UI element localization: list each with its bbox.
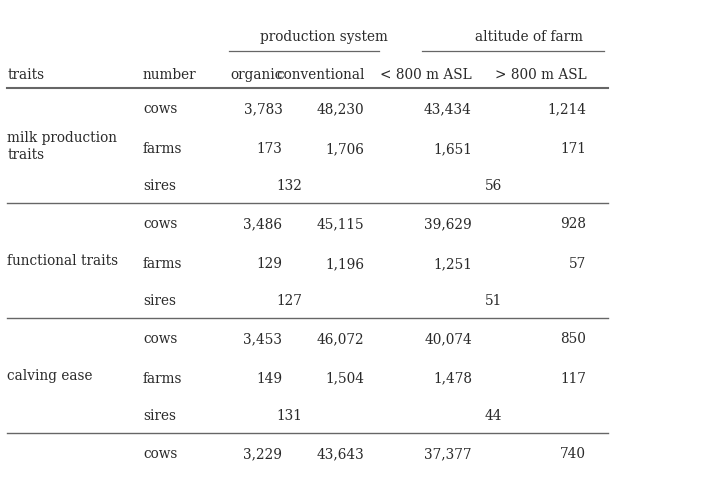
Text: conventional: conventional <box>276 67 365 82</box>
Text: 850: 850 <box>561 331 586 345</box>
Text: 117: 117 <box>561 371 586 385</box>
Text: 56: 56 <box>485 179 502 193</box>
Text: number: number <box>143 67 197 82</box>
Text: 51: 51 <box>485 294 502 308</box>
Text: 127: 127 <box>277 294 302 308</box>
Text: 1,478: 1,478 <box>433 371 472 385</box>
Text: 132: 132 <box>277 179 302 193</box>
Text: traits: traits <box>7 67 44 82</box>
Text: 37,377: 37,377 <box>425 446 472 460</box>
Text: cows: cows <box>143 446 177 460</box>
Text: 57: 57 <box>569 256 586 270</box>
Text: 928: 928 <box>561 216 586 230</box>
Text: sires: sires <box>143 179 176 193</box>
Text: 1,706: 1,706 <box>326 142 365 156</box>
Text: 131: 131 <box>277 408 302 422</box>
Text: cows: cows <box>143 331 177 345</box>
Text: 43,643: 43,643 <box>317 446 365 460</box>
Text: 3,229: 3,229 <box>243 446 282 460</box>
Text: 46,072: 46,072 <box>317 331 365 345</box>
Text: 1,196: 1,196 <box>325 256 365 270</box>
Text: sires: sires <box>143 294 176 308</box>
Text: > 800 m ASL: > 800 m ASL <box>495 67 586 82</box>
Text: 3,453: 3,453 <box>243 331 282 345</box>
Text: sires: sires <box>143 408 176 422</box>
Text: farms: farms <box>143 256 182 270</box>
Text: farms: farms <box>143 371 182 385</box>
Text: 40,074: 40,074 <box>424 331 472 345</box>
Text: cows: cows <box>143 216 177 230</box>
Text: organic: organic <box>230 67 282 82</box>
Text: 1,504: 1,504 <box>325 371 365 385</box>
Text: 149: 149 <box>256 371 282 385</box>
Text: 1,651: 1,651 <box>433 142 472 156</box>
Text: farms: farms <box>143 142 182 156</box>
Text: 1,214: 1,214 <box>547 102 586 116</box>
Text: calving ease: calving ease <box>7 369 93 383</box>
Text: 39,629: 39,629 <box>424 216 472 230</box>
Text: 1,251: 1,251 <box>433 256 472 270</box>
Text: 44: 44 <box>485 408 502 422</box>
Text: 129: 129 <box>257 256 282 270</box>
Text: 43,434: 43,434 <box>424 102 472 116</box>
Text: < 800 m ASL: < 800 m ASL <box>380 67 472 82</box>
Text: cows: cows <box>143 102 177 116</box>
Text: 740: 740 <box>561 446 586 460</box>
Text: milk production
traits: milk production traits <box>7 131 117 161</box>
Text: 3,486: 3,486 <box>243 216 282 230</box>
Text: 173: 173 <box>257 142 282 156</box>
Text: altitude of farm: altitude of farm <box>475 30 583 44</box>
Text: production system: production system <box>260 30 388 44</box>
Text: functional traits: functional traits <box>7 254 118 268</box>
Text: 48,230: 48,230 <box>317 102 365 116</box>
Text: 171: 171 <box>561 142 586 156</box>
Text: 45,115: 45,115 <box>317 216 365 230</box>
Text: 3,783: 3,783 <box>244 102 282 116</box>
